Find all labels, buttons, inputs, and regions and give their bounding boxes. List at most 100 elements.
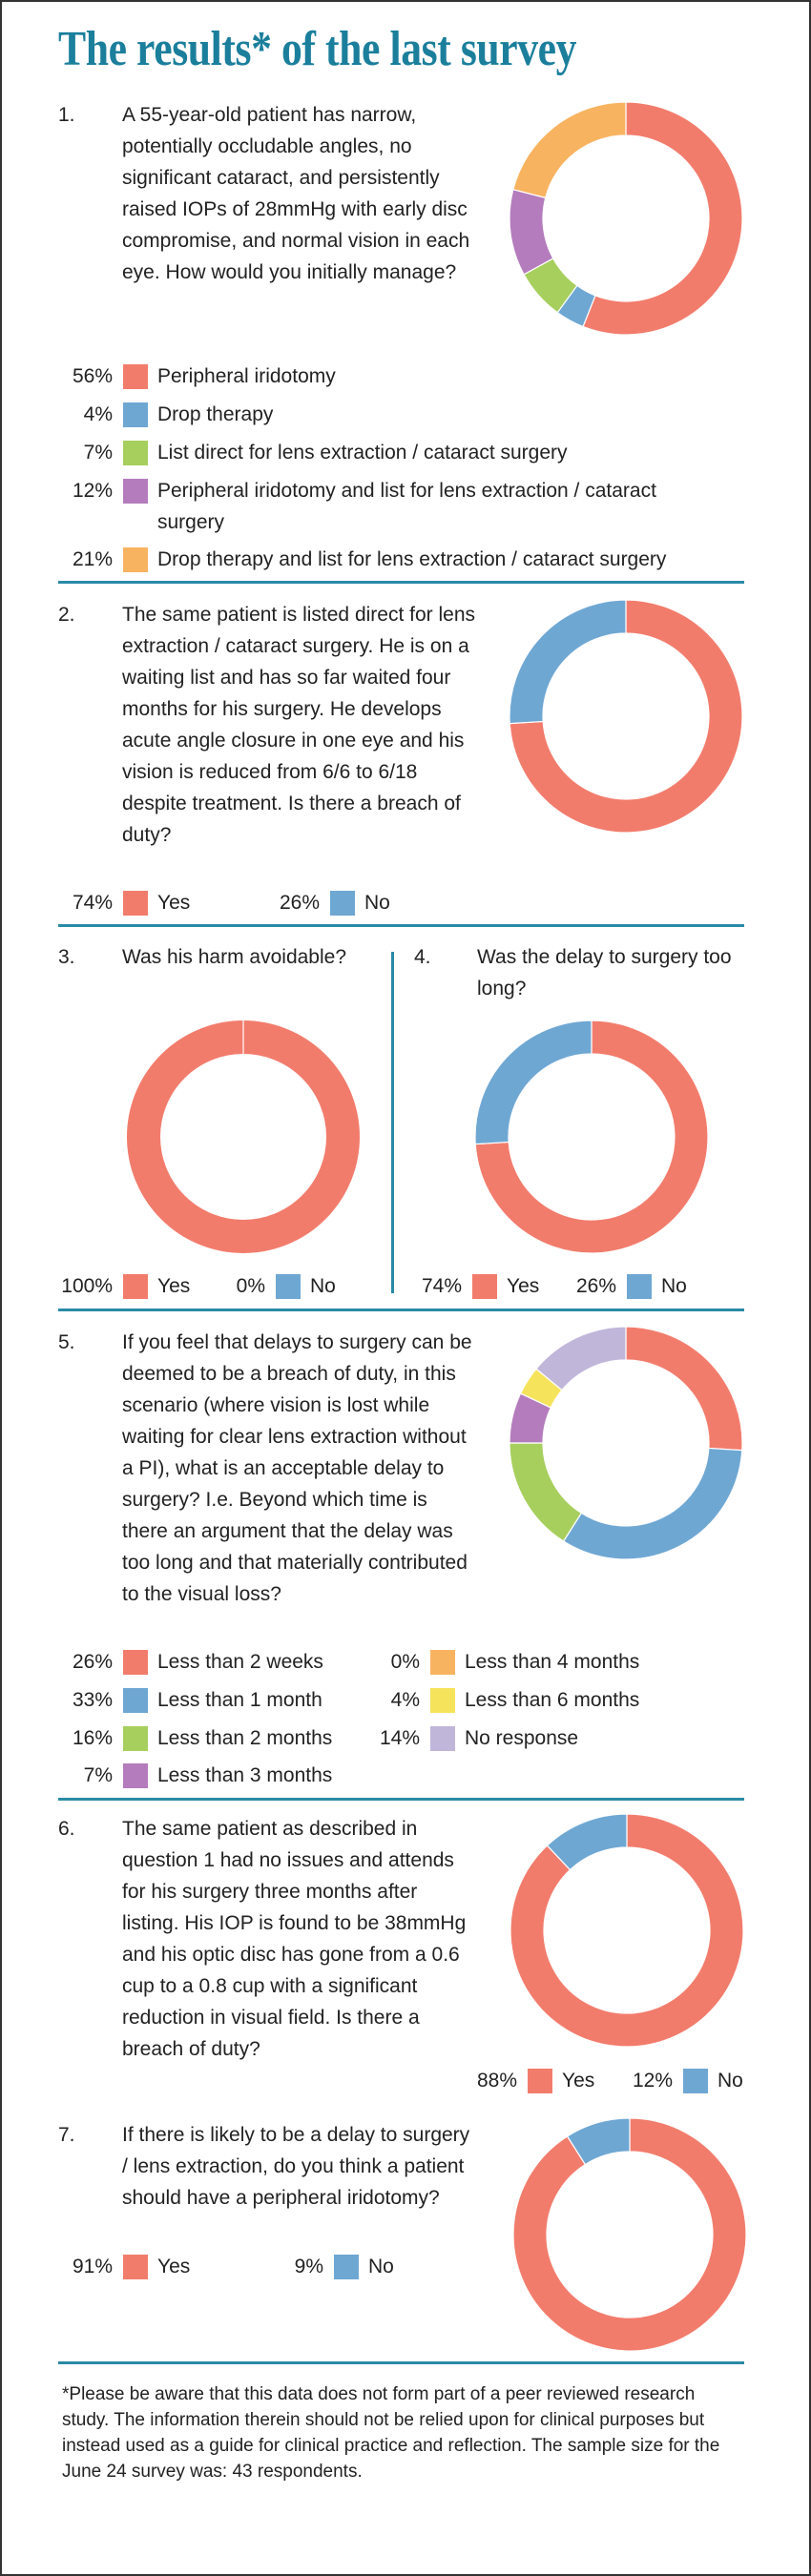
- donut-slice-peripheral-iridotomy-and-list-for-lens-extraction-cataract-surgery: [509, 188, 554, 276]
- legend-swatch: [627, 1274, 652, 1299]
- legend-label: List direct for lens extraction / catara…: [157, 442, 568, 464]
- donut-chart-q7: [512, 2117, 747, 2352]
- donut-slice-less-than-2-weeks: [625, 1326, 743, 1452]
- legend-item: 56% Peripheral iridotomy: [0, 361, 811, 392]
- legend-label: No: [364, 892, 390, 914]
- question-number: 6.: [58, 1818, 75, 1840]
- divider: [58, 1798, 744, 1801]
- legend-swatch: [123, 441, 148, 465]
- donut-chart-q4: [474, 1020, 709, 1254]
- legend-percent: 74%: [72, 892, 113, 914]
- legend-item: 12% No: [0, 2065, 811, 2096]
- legend-label: Less than 6 months: [465, 1689, 640, 1711]
- legend-label: No response: [465, 1727, 579, 1749]
- legend-percent: 100%: [61, 1275, 113, 1297]
- legend-label: Drop therapy: [157, 403, 274, 425]
- question-text: A 55-year-old patient has narrow, potent…: [122, 104, 470, 283]
- legend-swatch: [123, 1688, 148, 1713]
- question-number: 2.: [58, 604, 75, 626]
- question-number: 4.: [414, 946, 431, 968]
- legend-swatch: [430, 1650, 455, 1675]
- donut-slice-no: [546, 1813, 628, 1871]
- legend-swatch: [123, 402, 148, 427]
- legend-item: 7% List direct for lens extraction / cata…: [0, 437, 811, 468]
- legend-label: Yes: [157, 2256, 191, 2277]
- legend-label: Less than 3 months: [157, 1764, 333, 1786]
- question-text: The same patient is listed direct for le…: [122, 604, 476, 846]
- donut-chart-q5: [509, 1326, 743, 1560]
- legend-swatch: [123, 364, 148, 389]
- legend-item: 21% Drop therapy and list for lens extrac…: [0, 544, 811, 575]
- legend-item: 14% No response: [0, 1722, 811, 1754]
- divider: [58, 2361, 744, 2364]
- legend-label: Peripheral iridotomy: [157, 365, 336, 387]
- divider: [58, 1309, 744, 1311]
- legend-item: 16% Less than 2 months: [0, 1722, 811, 1754]
- legend-swatch: [276, 1274, 301, 1299]
- legend-swatch: [123, 479, 148, 504]
- divider: [58, 581, 744, 584]
- legend-swatch: [123, 2255, 148, 2279]
- legend-swatch: [430, 1688, 455, 1713]
- donut-slice-no: [474, 1020, 593, 1145]
- legend-percent: 16%: [72, 1727, 113, 1749]
- legend-percent: 26%: [279, 892, 320, 914]
- legend-item: 74% Yes: [0, 1270, 811, 1302]
- legend-item: 26% No: [0, 1270, 811, 1302]
- column-divider: [391, 952, 394, 1293]
- legend-percent: 0%: [390, 1651, 420, 1673]
- divider: [58, 924, 744, 927]
- legend-percent: 21%: [72, 548, 113, 570]
- question-text: Was the delay to surgery too long?: [477, 946, 732, 999]
- legend-percent: 4%: [83, 403, 113, 425]
- footnote: *Please be aware that this data does not…: [62, 2384, 720, 2482]
- legend-swatch: [123, 1650, 148, 1675]
- page-title: The results* of the last survey: [58, 22, 577, 76]
- donut-slice-no-response: [535, 1326, 627, 1391]
- donut-slice-no: [566, 2117, 631, 2166]
- legend-percent: 7%: [83, 442, 113, 464]
- legend-item: 9% No: [0, 2251, 811, 2282]
- legend-label: Less than 2 weeks: [157, 1651, 323, 1673]
- legend-label: Less than 1 month: [157, 1689, 322, 1711]
- legend-item: 12% Peripheral iridotomy and list for len…: [0, 475, 811, 533]
- question-text: If there is likely to be a delay to surg…: [122, 2124, 470, 2209]
- legend-swatch: [683, 2069, 708, 2093]
- legend-item: 88% Yes: [0, 2065, 811, 2096]
- legend-percent: 14%: [379, 1727, 420, 1749]
- legend-percent: 33%: [72, 1689, 113, 1711]
- donut-chart-q6: [509, 1813, 744, 2048]
- legend-percent: 4%: [390, 1689, 420, 1711]
- legend-percent: 26%: [72, 1651, 113, 1673]
- legend-percent: 12%: [632, 2070, 673, 2092]
- legend-percent: 9%: [294, 2256, 323, 2277]
- legend-label: Yes: [157, 892, 191, 914]
- legend-percent: 0%: [236, 1275, 265, 1297]
- legend-item: 4% Less than 6 months: [0, 1684, 811, 1716]
- legend-label: Drop therapy and list for lens extractio…: [157, 548, 667, 570]
- donut-chart-q1: [509, 101, 743, 336]
- donut-slice-less-than-2-months: [509, 1442, 583, 1542]
- legend-label: No: [661, 1275, 687, 1297]
- donut-slice-peripheral-iridotomy: [582, 101, 743, 336]
- donut-slice-no: [509, 599, 627, 725]
- legend-item: 91% Yes: [0, 2251, 811, 2282]
- legend-item: 0% No: [0, 1270, 811, 1302]
- legend-swatch: [123, 1763, 148, 1788]
- legend-percent: 26%: [575, 1275, 616, 1297]
- legend-swatch: [330, 891, 355, 916]
- legend-percent: 7%: [83, 1764, 113, 1786]
- legend-percent: 88%: [476, 2070, 517, 2092]
- legend-item: 74% Yes: [0, 887, 811, 918]
- legend-label: Less than 4 months: [465, 1651, 640, 1673]
- donut-slice-less-than-1-month: [562, 1447, 743, 1560]
- legend-label: Yes: [562, 2070, 595, 2092]
- legend-item: 33% Less than 1 month: [0, 1684, 811, 1716]
- legend-percent: 56%: [72, 365, 113, 387]
- legend-label: No: [310, 1275, 336, 1297]
- legend-percent: 91%: [72, 2256, 113, 2277]
- legend-label: Peripheral iridotomy and list for lens e…: [157, 480, 656, 533]
- legend-swatch: [334, 2255, 359, 2279]
- legend-label: No: [717, 2070, 743, 2092]
- legend-label: No: [368, 2256, 394, 2277]
